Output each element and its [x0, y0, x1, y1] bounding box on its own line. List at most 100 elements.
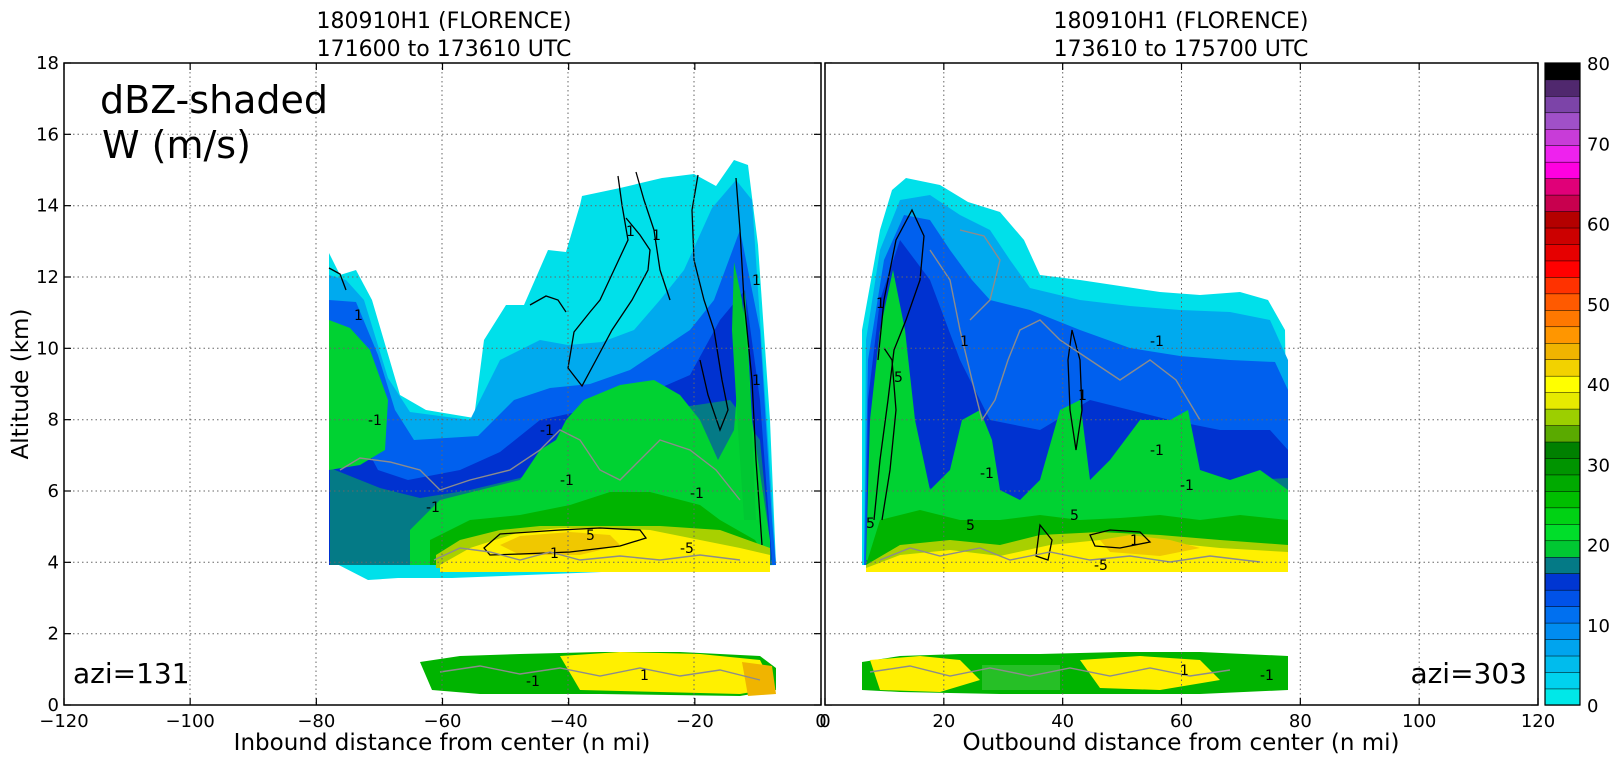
contour-label: 1 [1078, 388, 1087, 404]
colorbar-tick-label: 40 [1587, 375, 1610, 396]
colorbar-cell [1544, 424, 1581, 443]
colorbar-cell [1544, 293, 1581, 311]
right-w-contour-gray-3 [879, 547, 1261, 563]
colorbar-cell [1544, 638, 1581, 657]
left-title-line1: 180910H1 (FLORENCE) [316, 9, 571, 34]
contour-label: 1 [752, 373, 761, 389]
right-title-line1: 180910H1 (FLORENCE) [1053, 9, 1308, 34]
colorbar-cell [1544, 359, 1581, 377]
left-w-contour-7 [328, 267, 347, 291]
right-low-level-gap [982, 665, 1060, 690]
right-low-level-core [870, 656, 1220, 692]
colorbar-cell [1544, 441, 1581, 459]
right-w-contour-gray-1 [929, 249, 1201, 422]
right-azimuth-label: azi=303 [1410, 657, 1527, 690]
contour-label: 5 [586, 528, 595, 544]
contour-label: 1 [652, 228, 661, 244]
colorbar-tick-label: 80 [1587, 54, 1610, 75]
contour-label: 1 [354, 308, 363, 324]
colorbar-cell [1544, 227, 1581, 245]
x-tick-label: 0 [819, 711, 830, 732]
colorbar-cell [1544, 622, 1581, 640]
x-tick-label: −60 [424, 711, 462, 732]
annotation-w-units: W (m/s) [102, 123, 251, 167]
contour-label: -1 [1150, 334, 1164, 350]
right-x-ticks: 0 20 40 60 80 100 120 [819, 63, 1555, 732]
colorbar-cell [1544, 457, 1581, 476]
left-x-axis-label: Inbound distance from center (n mi) [234, 730, 651, 756]
x-tick-label: −100 [165, 711, 214, 732]
colorbar-cell [1544, 540, 1581, 558]
y-tick-label: 12 [36, 267, 59, 288]
x-tick-label: −40 [550, 711, 588, 732]
y-tick-label: 16 [36, 124, 59, 145]
x-tick-label: 120 [1521, 711, 1555, 732]
contour-label: 5 [1070, 508, 1079, 524]
colorbar-frame [1544, 62, 1581, 706]
contour-label: -1 [1150, 443, 1164, 459]
left-azimuth-label: azi=131 [73, 657, 190, 690]
contour-label: -5 [680, 541, 694, 557]
colorbar-tick-label: 10 [1587, 616, 1610, 637]
contour-label: -1 [690, 486, 704, 502]
contour-label: 5 [894, 370, 903, 386]
colorbar-cell [1544, 128, 1581, 146]
colorbar-cell [1544, 145, 1581, 163]
contour-label: 1 [960, 334, 969, 350]
right-grid [825, 63, 1538, 705]
left-w-contour-gray-1 [339, 429, 741, 501]
colorbar-cell [1544, 210, 1581, 229]
colorbar-cell [1544, 474, 1581, 492]
contour-label: -1 [540, 423, 554, 439]
left-grid [64, 63, 821, 705]
y-tick-label: 8 [48, 410, 59, 431]
annotation-dbz-shaded: dBZ-shaded [100, 78, 328, 122]
colorbar-cell [1544, 556, 1581, 574]
y-tick-label: 10 [36, 338, 59, 359]
right-w-contour-4 [1089, 529, 1152, 549]
contour-label: -1 [426, 500, 440, 516]
y-tick-label: 18 [36, 53, 59, 74]
contour-label: -5 [1094, 558, 1108, 574]
left-title-line2: 171600 to 173610 UTC [317, 37, 572, 62]
colorbar-cell [1544, 112, 1581, 130]
y-tick-label: 2 [48, 624, 59, 645]
x-tick-label: 80 [1289, 711, 1312, 732]
contour-label: 5 [966, 518, 975, 534]
colorbar-cell [1544, 507, 1581, 525]
colorbar-cell [1544, 523, 1581, 542]
x-tick-label: 60 [1170, 711, 1193, 732]
colorbar: 0 10 20 30 40 50 60 70 80 [1544, 54, 1610, 717]
colorbar-tick-label: 30 [1587, 455, 1610, 476]
left-w-contour-5 [483, 527, 648, 556]
left-panel: 180910H1 (FLORENCE) 171600 to 173610 UTC [8, 9, 1538, 756]
x-tick-label: 20 [932, 711, 955, 732]
colorbar-cell [1544, 342, 1581, 360]
right-title-line2: 173610 to 175700 UTC [1054, 37, 1309, 62]
left-w-contour-3 [691, 174, 729, 432]
colorbar-cell [1544, 95, 1581, 114]
colorbar-cell [1544, 589, 1581, 607]
colorbar-ticks: 0 10 20 30 40 50 60 70 80 [1587, 54, 1610, 717]
right-panel: 180910H1 (FLORENCE) 173610 to 175700 UTC [819, 9, 1555, 756]
contour-label: 1 [876, 296, 885, 312]
colorbar-cell [1544, 177, 1581, 196]
y-tick-label: 4 [48, 552, 59, 573]
contour-label: -1 [1260, 668, 1274, 684]
contour-label: 1 [752, 273, 761, 289]
y-tick-label: 6 [48, 481, 59, 502]
x-tick-label: −80 [297, 711, 335, 732]
right-w-contour-gray-2 [959, 229, 1001, 321]
colorbar-cell [1544, 605, 1581, 624]
left-w-contour-2 [635, 171, 671, 301]
colorbar-cell [1544, 688, 1581, 706]
right-w-contour-2 [881, 347, 897, 521]
contour-label: -1 [560, 473, 574, 489]
right-w-contour-5 [1035, 523, 1053, 561]
colorbar-tick-label: 60 [1587, 215, 1610, 236]
colorbar-cell [1544, 655, 1581, 673]
colorbar-cell [1544, 671, 1581, 690]
colorbar-cell [1544, 326, 1581, 344]
colorbar-cell [1544, 391, 1581, 410]
